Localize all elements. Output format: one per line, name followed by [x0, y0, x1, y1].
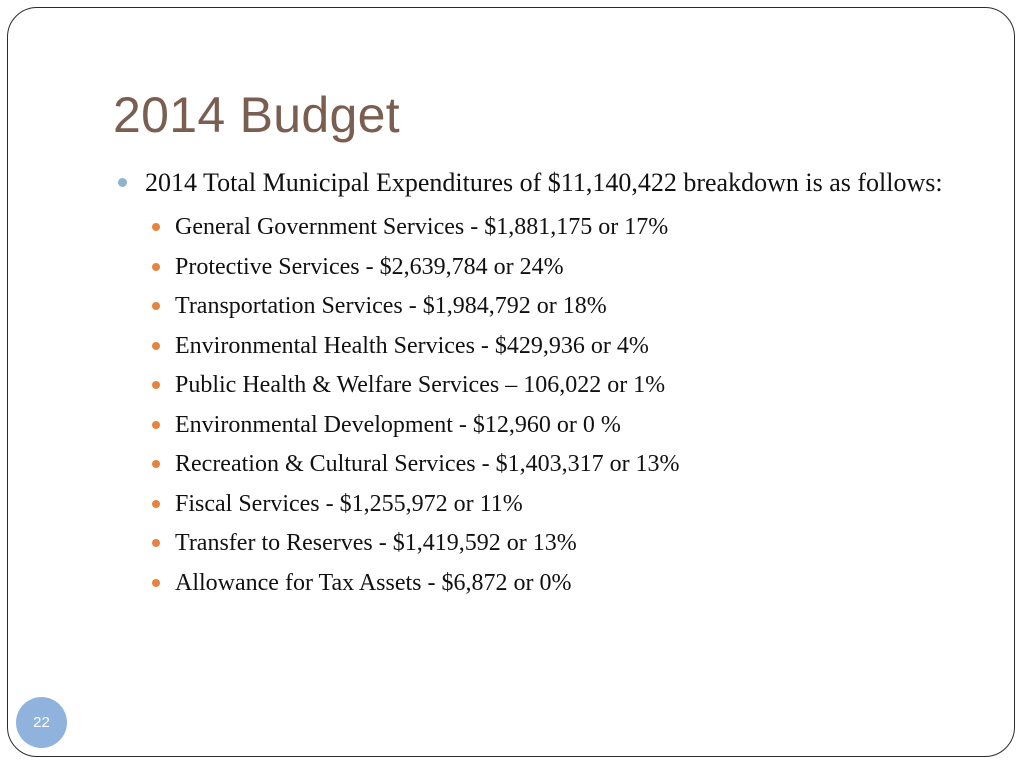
list-item-text: Transfer to Reserves - $1,419,592 or 13% [175, 530, 577, 556]
list-item: Fiscal Services - $1,255,972 or 11% [148, 485, 968, 525]
bullet-dot-icon [152, 539, 160, 547]
list-item: Public Health & Welfare Services – 106,0… [148, 366, 968, 406]
intro-text: 2014 Total Municipal Expenditures of $11… [145, 168, 943, 197]
list-item-text: Environmental Health Services - $429,936… [175, 332, 649, 359]
bullet-dot-icon [152, 578, 160, 587]
list-item: Allowance for Tax Assets - $6,872 or 0% [148, 564, 968, 604]
bullet-dot-icon [152, 420, 160, 429]
list-item-text: Public Health & Welfare Services – 106,0… [175, 372, 666, 398]
list-item-text: Allowance for Tax Assets - $6,872 or 0% [175, 569, 572, 596]
list-item: Environmental Health Services - $429,936… [148, 327, 968, 367]
slide-body: 2014 Total Municipal Expenditures of $11… [118, 166, 968, 603]
list-item: Transfer to Reserves - $1,419,592 or 13% [148, 524, 968, 564]
bullet-dot-icon [152, 302, 160, 310]
expenditure-list: General Government Services - $1,881,175… [118, 208, 968, 603]
list-item-text: Recreation & Cultural Services - $1,403,… [175, 451, 680, 477]
bullet-dot-icon [152, 499, 160, 508]
page-number-badge: 22 [16, 697, 67, 748]
list-item: General Government Services - $1,881,175… [148, 208, 968, 248]
list-item-text: Fiscal Services - $1,255,972 or 11% [175, 490, 523, 517]
bullet-dot-icon [152, 460, 160, 468]
list-item: Recreation & Cultural Services - $1,403,… [148, 445, 968, 485]
list-item: Environmental Development - $12,960 or 0… [148, 406, 968, 446]
list-item-text: Transportation Services - $1,984,792 or … [175, 293, 607, 319]
bullet-dot-icon [152, 381, 160, 389]
bullet-dot-icon [118, 178, 127, 187]
bullet-dot-icon [152, 262, 160, 271]
intro-bullet: 2014 Total Municipal Expenditures of $11… [118, 166, 945, 200]
slide-frame [7, 7, 1015, 757]
list-item-text: General Government Services - $1,881,175… [175, 214, 669, 240]
list-item-text: Environmental Development - $12,960 or 0… [175, 411, 621, 438]
bullet-dot-icon [152, 341, 160, 350]
list-item-text: Protective Services - $2,639,784 or 24% [175, 253, 564, 280]
slide-title: 2014 Budget [113, 87, 400, 143]
list-item: Transportation Services - $1,984,792 or … [148, 287, 968, 327]
list-item: Protective Services - $2,639,784 or 24% [148, 248, 968, 288]
bullet-dot-icon [152, 223, 160, 231]
